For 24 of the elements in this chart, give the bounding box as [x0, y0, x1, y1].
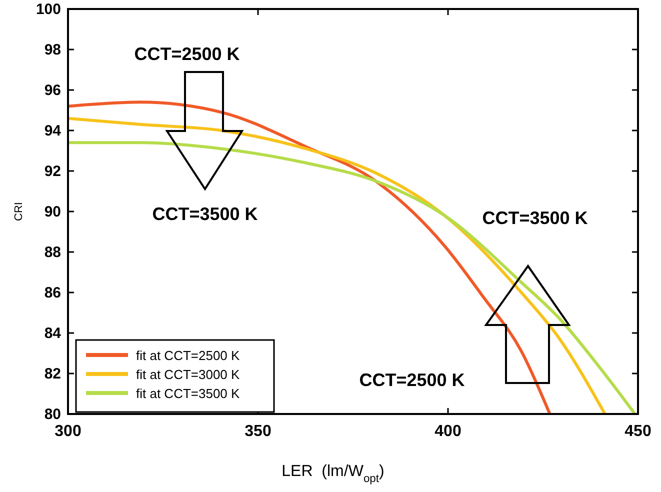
y-axis-title: CRI [13, 202, 25, 221]
y-tick-label: 90 [44, 204, 61, 220]
y-tick-label: 92 [44, 163, 61, 180]
annotation: CCT=2500 K [134, 44, 240, 64]
y-tick-label: 84 [44, 325, 62, 342]
x-tick-label: 300 [54, 423, 82, 440]
legend-label: fit at CCT=2500 K [136, 348, 240, 363]
legend-label: fit at CCT=3500 K [136, 386, 240, 401]
y-tick-label: 80 [44, 406, 61, 423]
y-tick-label: 98 [44, 42, 61, 58]
x-tick-label: 450 [624, 423, 652, 440]
y-tick-label: 82 [44, 366, 61, 382]
annotation: CCT=3500 K [152, 204, 258, 224]
x-axis-title: LER (lm/W$_{opt}$) [282, 463, 384, 485]
legend-label: fit at CCT=3000 K [136, 367, 240, 382]
y-tick-label: 86 [44, 284, 61, 302]
y-tick-label: 100 [36, 1, 61, 18]
annotation: CCT=3500 K [482, 208, 588, 228]
x-tick-label: 350 [244, 423, 272, 440]
y-tick-label: 96 [44, 82, 61, 99]
y-tick-label: 88 [44, 244, 61, 261]
y-tick-label: 94 [44, 122, 62, 140]
x-tick-label: 400 [434, 423, 462, 440]
annotation: CCT=2500 K [359, 370, 465, 390]
